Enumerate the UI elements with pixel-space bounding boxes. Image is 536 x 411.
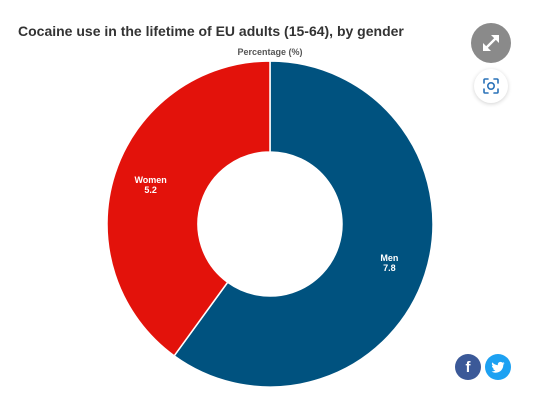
slice-label-women: Women bbox=[134, 175, 166, 185]
chart-title: Cocaine use in the lifetime of EU adults… bbox=[18, 23, 404, 39]
capture-button[interactable] bbox=[474, 69, 508, 103]
slice-men[interactable] bbox=[173, 60, 434, 388]
facebook-icon: f bbox=[465, 359, 471, 376]
chart-subtitle: Percentage (%) bbox=[237, 47, 303, 57]
facebook-share-button[interactable]: f bbox=[455, 354, 481, 380]
slice-value-women: 5.2 bbox=[144, 185, 157, 195]
screenshot-capture-icon bbox=[483, 78, 499, 94]
slice-value-men: 7.8 bbox=[383, 263, 396, 273]
expand-arrows-icon bbox=[483, 35, 499, 51]
slice-label-men: Men bbox=[380, 253, 398, 263]
twitter-share-button[interactable] bbox=[485, 354, 511, 380]
slice-women[interactable] bbox=[106, 60, 271, 357]
expand-button[interactable] bbox=[471, 23, 511, 63]
twitter-bird-icon bbox=[491, 361, 505, 373]
